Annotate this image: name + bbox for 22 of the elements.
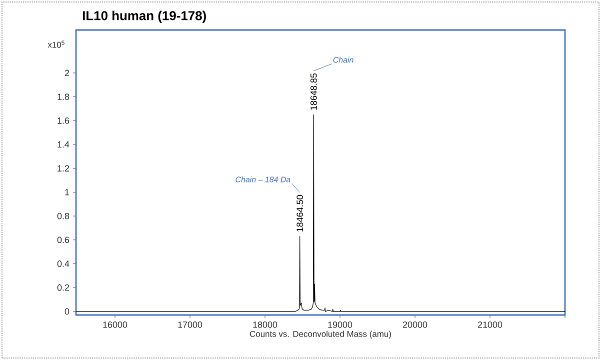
y-tick-label: 1.2 (58, 165, 70, 172)
x-tick-label: 19000 (328, 322, 352, 328)
x-tick-label: 20000 (402, 322, 428, 328)
x-axis-title: Counts vs. Deconvoluted Mass (amu) (250, 330, 391, 339)
annotation: 18648.85 (310, 73, 317, 110)
y-tick-label: 1.4 (58, 141, 70, 148)
y-tick-label: 1.6 (58, 117, 70, 124)
chart-title: IL10 human (19-178) (82, 10, 206, 23)
y-tick-label: 2 (64, 70, 70, 76)
y-tick-label: 0.4 (57, 260, 70, 267)
y-axis-title: x10$^{5}$ (48, 40, 64, 48)
y-tick-label: 0 (64, 308, 70, 315)
x-tick-label: 16000 (103, 322, 128, 328)
y-tick-label: 0.6 (57, 236, 70, 244)
y-tick-label: 1.8 (58, 94, 70, 100)
annotation: 18464.50 (296, 195, 304, 232)
x-tick-label: 17000 (178, 322, 202, 328)
y-tick-label: 0.2 (57, 284, 70, 291)
y-tick-label: 0.8 (57, 212, 70, 220)
x-tick-label: 18000 (253, 322, 278, 328)
y-tick-label: 1 (65, 189, 70, 196)
x-tick-label: 21000 (478, 322, 502, 328)
